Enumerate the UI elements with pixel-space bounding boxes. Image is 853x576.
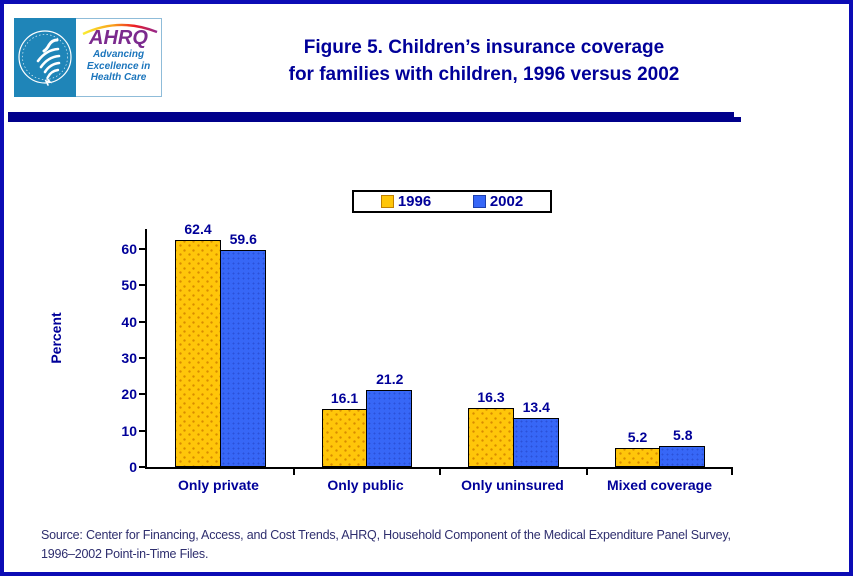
category-label-only-uninsured: Only uninsured: [461, 477, 564, 493]
bar-2002-only-private: [219, 250, 266, 467]
value-label: 16.3: [477, 389, 505, 405]
ahrq-hhs-logo: AHRQ Advancing Excellence in Health Care: [14, 18, 162, 97]
ahrq-rainbow-arc-icon: [81, 23, 157, 35]
source-note: Source: Center for Financing, Access, an…: [41, 526, 831, 564]
bar-1996-only-uninsured: [468, 408, 514, 467]
barcol: 5.8: [659, 427, 705, 467]
bar-group-only-private: 62.4 59.6: [147, 221, 294, 467]
bar-2002-mixed-coverage: [659, 446, 705, 467]
legend-label-1996: 1996: [397, 193, 432, 210]
bar-group-only-uninsured: 16.3 13.4: [440, 389, 587, 467]
value-label: 13.4: [522, 399, 550, 415]
barcol: 13.4: [512, 399, 559, 467]
x-axis-tick: [439, 469, 441, 475]
figure-title: Figure 5. Children’s insurance coverage …: [204, 34, 764, 88]
x-axis-category-labels: Only private Only public Only uninsured …: [145, 477, 733, 493]
value-label: 59.6: [229, 231, 257, 247]
x-axis-tick: [731, 469, 733, 475]
barcol: 21.2: [366, 371, 412, 467]
bar-1996-only-public: [321, 409, 368, 467]
y-axis-title: Percent: [48, 312, 64, 364]
y-axis-tick-label: 40: [121, 313, 137, 330]
bar-2002-only-uninsured: [512, 418, 559, 467]
y-axis-tick: [139, 284, 147, 287]
source-line1: Source: Center for Financing, Access, an…: [41, 528, 731, 542]
value-label: 16.1: [330, 390, 359, 406]
bar-group-only-public: 16.1 21.2: [294, 371, 441, 467]
barcol: 16.3: [468, 389, 514, 467]
hhs-seal-icon: [14, 18, 76, 97]
y-axis-tick-label: 60: [121, 241, 137, 258]
bar-2002-only-public: [366, 390, 412, 467]
legend-swatch-1996: [380, 195, 394, 208]
y-axis-tick: [139, 393, 147, 396]
figure-title-line1: Figure 5. Children’s insurance coverage: [303, 37, 665, 58]
bar-group-mixed-coverage: 5.2 5.8: [587, 427, 734, 467]
value-label: 21.2: [376, 371, 404, 387]
y-axis-tick-label: 0: [129, 459, 137, 475]
y-axis-tick: [139, 248, 147, 251]
category-label-only-private: Only private: [178, 477, 259, 493]
chart-legend: 1996 2002: [352, 190, 552, 213]
legend-item-2002: 2002: [472, 193, 524, 210]
y-axis-tick: [139, 320, 147, 323]
bar-groups: 62.4 59.6 16.1 21.2: [147, 221, 734, 467]
bar-1996-only-private: [175, 240, 221, 467]
barcol: 5.2: [614, 429, 661, 467]
barcol: 16.1: [321, 390, 368, 467]
y-axis-tick-label: 10: [121, 422, 137, 439]
barcol: 62.4: [175, 221, 221, 467]
barcol: 59.6: [219, 231, 266, 467]
legend-swatch-2002: [472, 195, 486, 208]
y-axis-tick-label: 50: [121, 277, 137, 294]
x-axis-tick: [292, 469, 295, 475]
value-label: 5.2: [627, 429, 648, 445]
y-axis-tick-label: 30: [121, 350, 137, 367]
y-axis-tick: [139, 466, 147, 468]
legend-label-2002: 2002: [489, 193, 524, 210]
ahrq-wordmark: AHRQ: [89, 27, 148, 49]
value-label: 62.4: [184, 221, 212, 237]
source-line2: 1996–2002 Point-in-Time Files.: [41, 547, 209, 561]
y-axis-tick: [139, 357, 147, 360]
legend-item-1996: 1996: [380, 193, 432, 210]
value-label: 5.8: [673, 427, 693, 443]
x-axis-tick: [585, 469, 588, 475]
plot-area: 62.4 59.6 16.1 21.2: [121, 221, 734, 475]
y-axis-tick-label: 20: [121, 386, 137, 403]
y-axis-tick: [139, 429, 147, 432]
header-divider-bar: [8, 112, 741, 122]
ahrq-tagline: Advancing Excellence in Health Care: [86, 49, 151, 83]
bar-1996-mixed-coverage: [614, 448, 661, 467]
category-label-mixed-coverage: Mixed coverage: [606, 477, 713, 493]
category-label-only-public: Only public: [327, 477, 404, 493]
ahrq-logo: AHRQ Advancing Excellence in Health Care: [76, 18, 162, 97]
figure-title-line2: for families with children, 1996 versus …: [288, 64, 680, 85]
